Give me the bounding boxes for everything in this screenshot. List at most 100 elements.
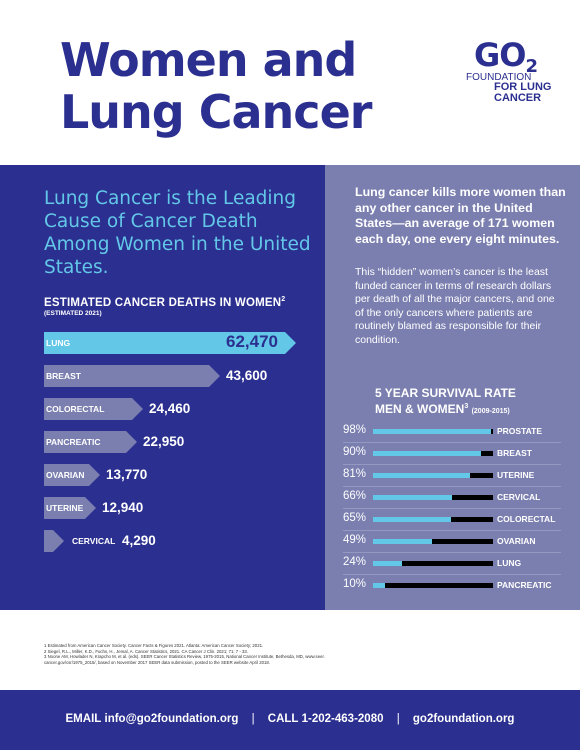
survival-divider (343, 464, 561, 465)
survival-divider (343, 442, 561, 443)
survival-title-sup: 3 (464, 403, 469, 410)
deaths-row: PANCREATIC 22,950 (44, 431, 324, 453)
survival-title-years: (2009-2015) (471, 408, 510, 415)
deaths-bar (44, 365, 220, 387)
deaths-value-label: 4,290 (122, 533, 156, 548)
footnotes: 1 Estimated from American Cancer Society… (44, 643, 564, 665)
survival-divider (343, 574, 561, 575)
footnote-1: 1 Estimated from American Cancer Society… (44, 643, 264, 648)
logo-mark-text: GO (474, 36, 526, 74)
deaths-bar-label: BREAST (46, 371, 81, 381)
survival-track (373, 495, 493, 500)
footer: EMAIL info@go2foundation.org | CALL 1-20… (0, 690, 580, 750)
lead-headline: Lung Cancer is the Leading Cause of Canc… (44, 188, 311, 278)
deaths-value-label: 12,940 (102, 500, 144, 515)
call-label: CALL (267, 713, 299, 725)
logo-line-2: FOR LUNG (494, 81, 552, 93)
footer-separator-1: | (251, 713, 255, 725)
deaths-value-label: 13,770 (106, 467, 148, 482)
deaths-row: OVARIAN 13,770 (44, 464, 324, 486)
survival-percent: 66% (343, 490, 367, 502)
deaths-bar (44, 530, 64, 552)
email-link[interactable]: info@go2foundation.org (104, 713, 239, 725)
deaths-panel: Lung Cancer is the Leading Cause of Canc… (0, 165, 325, 610)
survival-divider (343, 530, 561, 531)
deaths-row: COLORECTAL 24,460 (44, 398, 324, 420)
survival-row: 10% PANCREATIC (325, 575, 580, 597)
survival-bar (373, 517, 451, 522)
deaths-bar (44, 497, 96, 519)
survival-percent: 65% (343, 512, 367, 524)
survival-row: 66% CERVICAL (325, 487, 580, 509)
hidden-cancer-text: This “hidden” women’s cancer is the leas… (355, 266, 555, 346)
survival-title-l2-text: MEN & WOMEN (375, 402, 465, 416)
survival-title-line-2: MEN & WOMEN3 (2009-2015) (375, 400, 516, 419)
survival-category: PROSTATE (497, 426, 543, 436)
survival-panel: Lung cancer kills more women than any ot… (325, 165, 580, 610)
survival-category: UTERINE (497, 470, 535, 480)
survival-row: 90% BREAST (325, 443, 580, 465)
footer-separator-2: | (396, 713, 400, 725)
deaths-bar-label: COLORECTAL (46, 404, 105, 414)
title-line-2: Lung Cancer (60, 85, 372, 139)
survival-row: 49% OVARIAN (325, 531, 580, 553)
deaths-bar-label: OVARIAN (46, 470, 85, 480)
deaths-value-label: 43,600 (226, 368, 268, 383)
deaths-bar (44, 398, 143, 420)
phone-link[interactable]: 1-202-463-2080 (301, 713, 384, 725)
survival-track (373, 561, 493, 566)
deaths-chart-title: ESTIMATED CANCER DEATHS IN WOMEN2 (44, 296, 285, 309)
survival-bar (373, 539, 432, 544)
header: Women and Lung Cancer GO2 FOUNDATION FOR… (0, 0, 580, 165)
deaths-bar-label: UTERINE (46, 503, 84, 513)
survival-percent: 90% (343, 446, 367, 458)
deaths-bar (44, 332, 296, 354)
survival-percent: 81% (343, 468, 367, 480)
logo-line-1: FOUNDATION (466, 72, 532, 83)
survival-category: CERVICAL (497, 492, 541, 502)
survival-percent: 10% (343, 578, 367, 590)
deaths-value-label: 62,470 (226, 332, 278, 351)
logo-mark: GO2 (474, 36, 538, 84)
email-label: EMAIL (65, 713, 102, 725)
deaths-bar (44, 431, 137, 453)
survival-track (373, 451, 493, 456)
deaths-bar-label: PANCREATIC (46, 437, 101, 447)
survival-category: OVARIAN (497, 536, 536, 546)
footnote-3-cont: cancer.gov/csr/1975_2015/, based on Nove… (44, 659, 270, 665)
survival-track (373, 429, 493, 434)
deaths-row: BREAST 43,600 (44, 365, 324, 387)
logo-line-3: CANCER (494, 92, 542, 104)
deaths-title-text: ESTIMATED CANCER DEATHS IN WOMEN (44, 296, 282, 309)
survival-divider (343, 508, 561, 509)
survival-category: COLORECTAL (497, 514, 556, 524)
survival-track (373, 539, 493, 544)
survival-chart-title: 5 YEAR SURVIVAL RATE MEN & WOMEN3 (2009-… (375, 386, 516, 419)
survival-track (373, 583, 493, 588)
survival-track (373, 473, 493, 478)
go2-foundation-logo: GO2 FOUNDATION FOR LUNG CANCER (466, 38, 562, 108)
kills-headline: Lung cancer kills more women than any ot… (355, 185, 566, 246)
website-link[interactable]: go2foundation.org (412, 713, 515, 725)
survival-divider (343, 552, 561, 553)
survival-title-line-1: 5 YEAR SURVIVAL RATE (375, 386, 516, 400)
deaths-title-sup: 2 (281, 296, 286, 303)
deaths-bar-label: LUNG (46, 338, 71, 348)
survival-percent: 24% (343, 556, 367, 568)
deaths-row: UTERINE 12,940 (44, 497, 324, 519)
deaths-value-label: 22,950 (143, 434, 185, 449)
survival-bar (373, 429, 491, 434)
survival-bar (373, 561, 402, 566)
survival-row: 65% COLORECTAL (325, 509, 580, 531)
deaths-bar-label: CERVICAL (72, 536, 116, 546)
survival-bar (373, 495, 453, 500)
deaths-row: CERVICAL 4,290 (44, 530, 324, 552)
survival-category: LUNG (497, 558, 522, 568)
footnote-3: 3 Noone AM, Howlader N, Krapcho M, et al… (44, 654, 325, 659)
survival-track (373, 517, 493, 522)
survival-bar (373, 473, 471, 478)
title-line-1: Women and (60, 33, 357, 87)
deaths-value-label: 24,460 (149, 401, 191, 416)
survival-category: PANCREATIC (497, 580, 552, 590)
survival-category: BREAST (497, 448, 532, 458)
